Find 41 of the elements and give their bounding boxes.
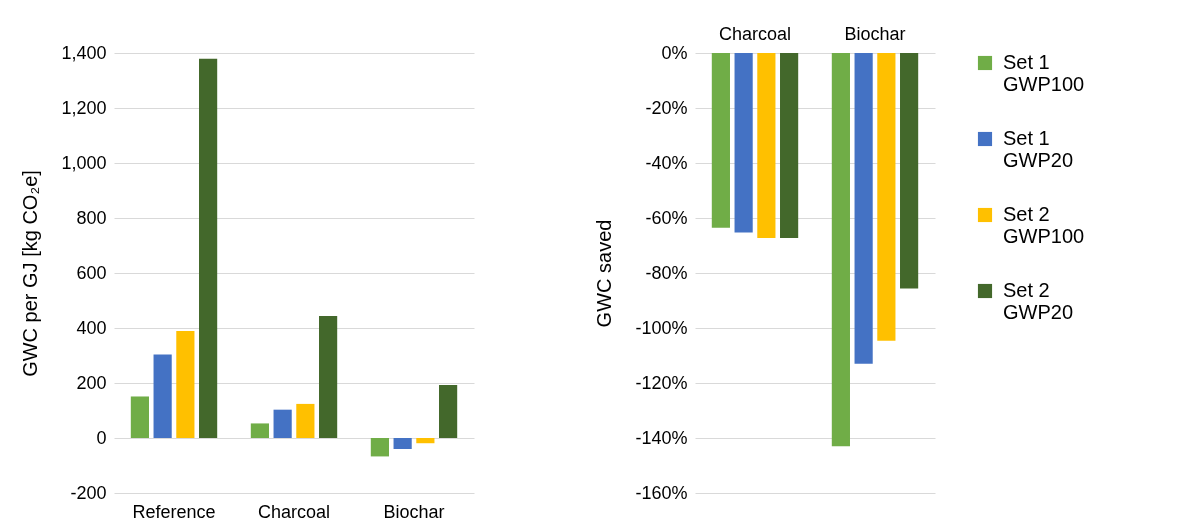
y-axis-title: GWC per GJ [kg CO₂e] <box>19 170 42 377</box>
x-tick-label: Biochar <box>844 23 906 44</box>
y-axis-title: GWC saved <box>593 219 616 328</box>
y-tick-label: 0 <box>96 427 107 448</box>
x-tick-label: Biochar <box>383 501 445 522</box>
y-tick-label: 600 <box>76 262 107 283</box>
bar <box>176 331 195 438</box>
bar <box>319 315 338 438</box>
bar <box>416 438 435 444</box>
bar <box>370 438 389 457</box>
y-tick-label: -100% <box>635 317 688 338</box>
legend-label: Set 2 GWP100 <box>1003 203 1085 247</box>
y-tick-label: -140% <box>635 427 688 448</box>
y-tick-label: -20% <box>645 97 688 118</box>
legend-label: Set 1 GWP100 <box>1003 51 1085 95</box>
bar <box>273 409 292 438</box>
bar <box>393 438 412 449</box>
bar <box>250 423 269 438</box>
y-tick-label: -120% <box>635 372 688 393</box>
y-tick-label: 200 <box>76 372 107 393</box>
bar <box>153 354 172 438</box>
y-tick-label: -40% <box>645 152 688 173</box>
y-tick-label: 1,200 <box>61 97 107 118</box>
x-tick-label: Charcoal <box>257 501 331 522</box>
legend-label: Set 2 GWP20 <box>1003 279 1074 323</box>
y-tick-label: 400 <box>76 317 107 338</box>
y-tick-label: -60% <box>645 207 688 228</box>
x-tick-label: Charcoal <box>718 23 792 44</box>
bar <box>296 403 315 438</box>
y-tick-label: 0% <box>661 42 688 63</box>
legend-label: Set 1 GWP20 <box>1003 127 1074 171</box>
y-tick-label: 1,000 <box>61 152 107 173</box>
bar <box>199 58 218 438</box>
y-tick-label: 1,400 <box>61 42 107 63</box>
y-tick-label: -160% <box>635 482 688 503</box>
y-tick-label: -80% <box>645 262 688 283</box>
bar <box>130 396 149 438</box>
bar <box>439 384 458 438</box>
x-tick-label: Reference <box>132 501 216 522</box>
y-tick-label: 800 <box>76 207 107 228</box>
y-tick-label: -200 <box>70 482 107 503</box>
